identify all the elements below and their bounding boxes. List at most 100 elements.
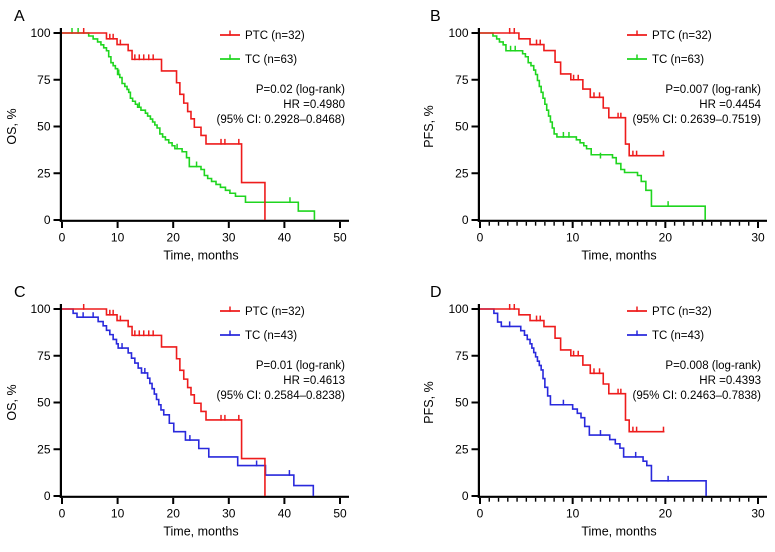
y-tick-label: 25 [455, 442, 469, 456]
panel-d: D 0 10 20 30 0 25 50 75 100 Time, months PFS, % PTC … [385, 276, 775, 552]
km-chart-b: B 0 10 20 30 0 25 50 75 100 Time, months PFS, % PTC … [422, 8, 767, 263]
y-tick-label: 75 [455, 73, 469, 87]
x-tick-label: 20 [659, 507, 673, 521]
x-axis-title: Time, months [581, 249, 656, 263]
km-chart-a: A 0 10 20 30 40 50 0 25 50 75 100 Time, months OS, % P… [5, 8, 349, 263]
y-axis-title: OS, % [5, 384, 19, 420]
y-tick-label: 50 [37, 120, 51, 134]
y-tick-label: 25 [455, 166, 469, 180]
panel-label-d: D [430, 284, 442, 301]
x-tick-label: 40 [278, 231, 292, 245]
x-tick-label: 10 [566, 507, 580, 521]
censor-marks-tc [508, 321, 669, 482]
panel-b: B 0 10 20 30 0 25 50 75 100 Time, months PFS, % PTC … [385, 0, 775, 276]
legend: PTC (n=32) TC (n=43) [627, 306, 712, 342]
legend: PTC (n=32) TC (n=43) [220, 306, 305, 342]
x-tick-label: 0 [59, 507, 66, 521]
stats-line-1: P=0.008 (log-rank) [665, 360, 761, 372]
stats-line-1: P=0.02 (log-rank) [256, 84, 345, 96]
km-chart-c: C 0 10 20 30 40 50 0 25 50 75 100 Time, months OS, % P… [5, 284, 349, 539]
y-tick-label: 75 [37, 349, 51, 363]
x-tick-label: 10 [566, 231, 580, 245]
y-tick-label: 100 [448, 302, 468, 316]
censor-marks-tc [509, 45, 669, 207]
x-tick-label: 20 [659, 231, 673, 245]
stats-line-3: (95% CI: 0.2639–0.7519) [632, 114, 761, 126]
km-curve-tc [62, 308, 315, 496]
x-tick-label: 30 [751, 507, 765, 521]
km-chart-d: D 0 10 20 30 0 25 50 75 100 Time, months PFS, % PTC … [422, 284, 767, 539]
y-tick-label: 75 [37, 73, 51, 87]
legend-item-ptc: PTC (n=32) [627, 306, 712, 318]
x-tick-label: 30 [222, 507, 236, 521]
x-tick-label: 50 [333, 507, 347, 521]
km-curve-ptc [480, 32, 665, 157]
y-tick-label: 100 [30, 26, 50, 40]
legend-label: PTC (n=32) [652, 306, 712, 318]
panel-label-a: A [14, 8, 25, 25]
panel-a: A 0 10 20 30 40 50 0 25 50 75 100 Time, months OS, % P… [0, 0, 385, 276]
km-curve-ptc [62, 32, 266, 220]
panel-label-c: C [14, 284, 26, 301]
stats-line-1: P=0.007 (log-rank) [665, 84, 761, 96]
legend-item-tc: TC (n=63) [220, 54, 297, 66]
x-axis-title: Time, months [581, 525, 656, 539]
y-tick-label: 75 [455, 349, 469, 363]
legend-label: PTC (n=32) [652, 30, 712, 42]
stats-line-2: HR =0.4613 [283, 375, 345, 387]
km-curve-ptc [480, 308, 665, 433]
y-tick-label: 0 [44, 489, 51, 503]
x-tick-label: 0 [477, 231, 484, 245]
y-tick-label: 0 [44, 213, 51, 227]
x-tick-label: 10 [111, 507, 125, 521]
x-axis-title: Time, months [163, 249, 238, 263]
censor-marks-ptc [508, 28, 665, 157]
x-tick-label: 50 [333, 231, 347, 245]
legend-item-ptc: PTC (n=32) [220, 306, 305, 318]
y-tick-label: 0 [462, 489, 469, 503]
x-axis-title: Time, months [163, 525, 238, 539]
stats-annotation: P=0.02 (log-rank) HR =0.4980 (95% CI: 0.29… [216, 84, 345, 126]
km-curve-tc [480, 308, 707, 496]
stats-line-2: HR =0.4454 [699, 99, 761, 111]
legend: PTC (n=32) TC (n=63) [627, 30, 712, 66]
x-tick-label: 0 [59, 231, 66, 245]
x-tick-label: 30 [751, 231, 765, 245]
legend: PTC (n=32) TC (n=63) [220, 30, 305, 66]
stats-line-3: (95% CI: 0.2584–0.8238) [216, 390, 345, 402]
stats-line-2: HR =0.4980 [283, 99, 345, 111]
x-tick-label: 20 [167, 507, 181, 521]
panel-label-b: B [430, 8, 441, 25]
x-tick-label: 30 [222, 231, 236, 245]
x-tick-label: 0 [477, 507, 484, 521]
stats-annotation: P=0.01 (log-rank) HR =0.4613 (95% CI: 0.25… [216, 360, 345, 402]
stats-line-2: HR =0.4393 [699, 375, 761, 387]
stats-line-1: P=0.01 (log-rank) [256, 360, 345, 372]
legend-label: PTC (n=32) [245, 306, 305, 318]
legend-label: TC (n=43) [245, 330, 297, 342]
legend-item-ptc: PTC (n=32) [627, 30, 712, 42]
legend-item-tc: TC (n=43) [220, 330, 297, 342]
y-tick-label: 25 [37, 166, 51, 180]
y-tick-label: 100 [30, 302, 50, 316]
stats-annotation: P=0.008 (log-rank) HR =0.4393 (95% CI: 0.2… [632, 360, 761, 402]
legend-label: PTC (n=32) [245, 30, 305, 42]
y-tick-label: 25 [37, 442, 51, 456]
y-axis-title: OS, % [5, 108, 19, 144]
stats-line-3: (95% CI: 0.2928–0.8468) [216, 114, 345, 126]
km-curve-tc [480, 32, 706, 220]
y-tick-label: 100 [448, 26, 468, 40]
y-tick-label: 50 [455, 396, 469, 410]
legend-item-ptc: PTC (n=32) [220, 30, 305, 42]
y-tick-label: 50 [37, 396, 51, 410]
km-curve-tc [62, 32, 316, 220]
panel-c: C 0 10 20 30 40 50 0 25 50 75 100 Time, months OS, % P… [0, 276, 385, 552]
x-tick-label: 20 [167, 231, 181, 245]
legend-label: TC (n=63) [652, 54, 704, 66]
censor-marks-ptc [508, 304, 665, 433]
x-tick-label: 40 [278, 507, 292, 521]
y-axis-title: PFS, % [422, 105, 436, 147]
km-curve-ptc [62, 308, 266, 496]
censor-marks-ptc [82, 304, 240, 421]
